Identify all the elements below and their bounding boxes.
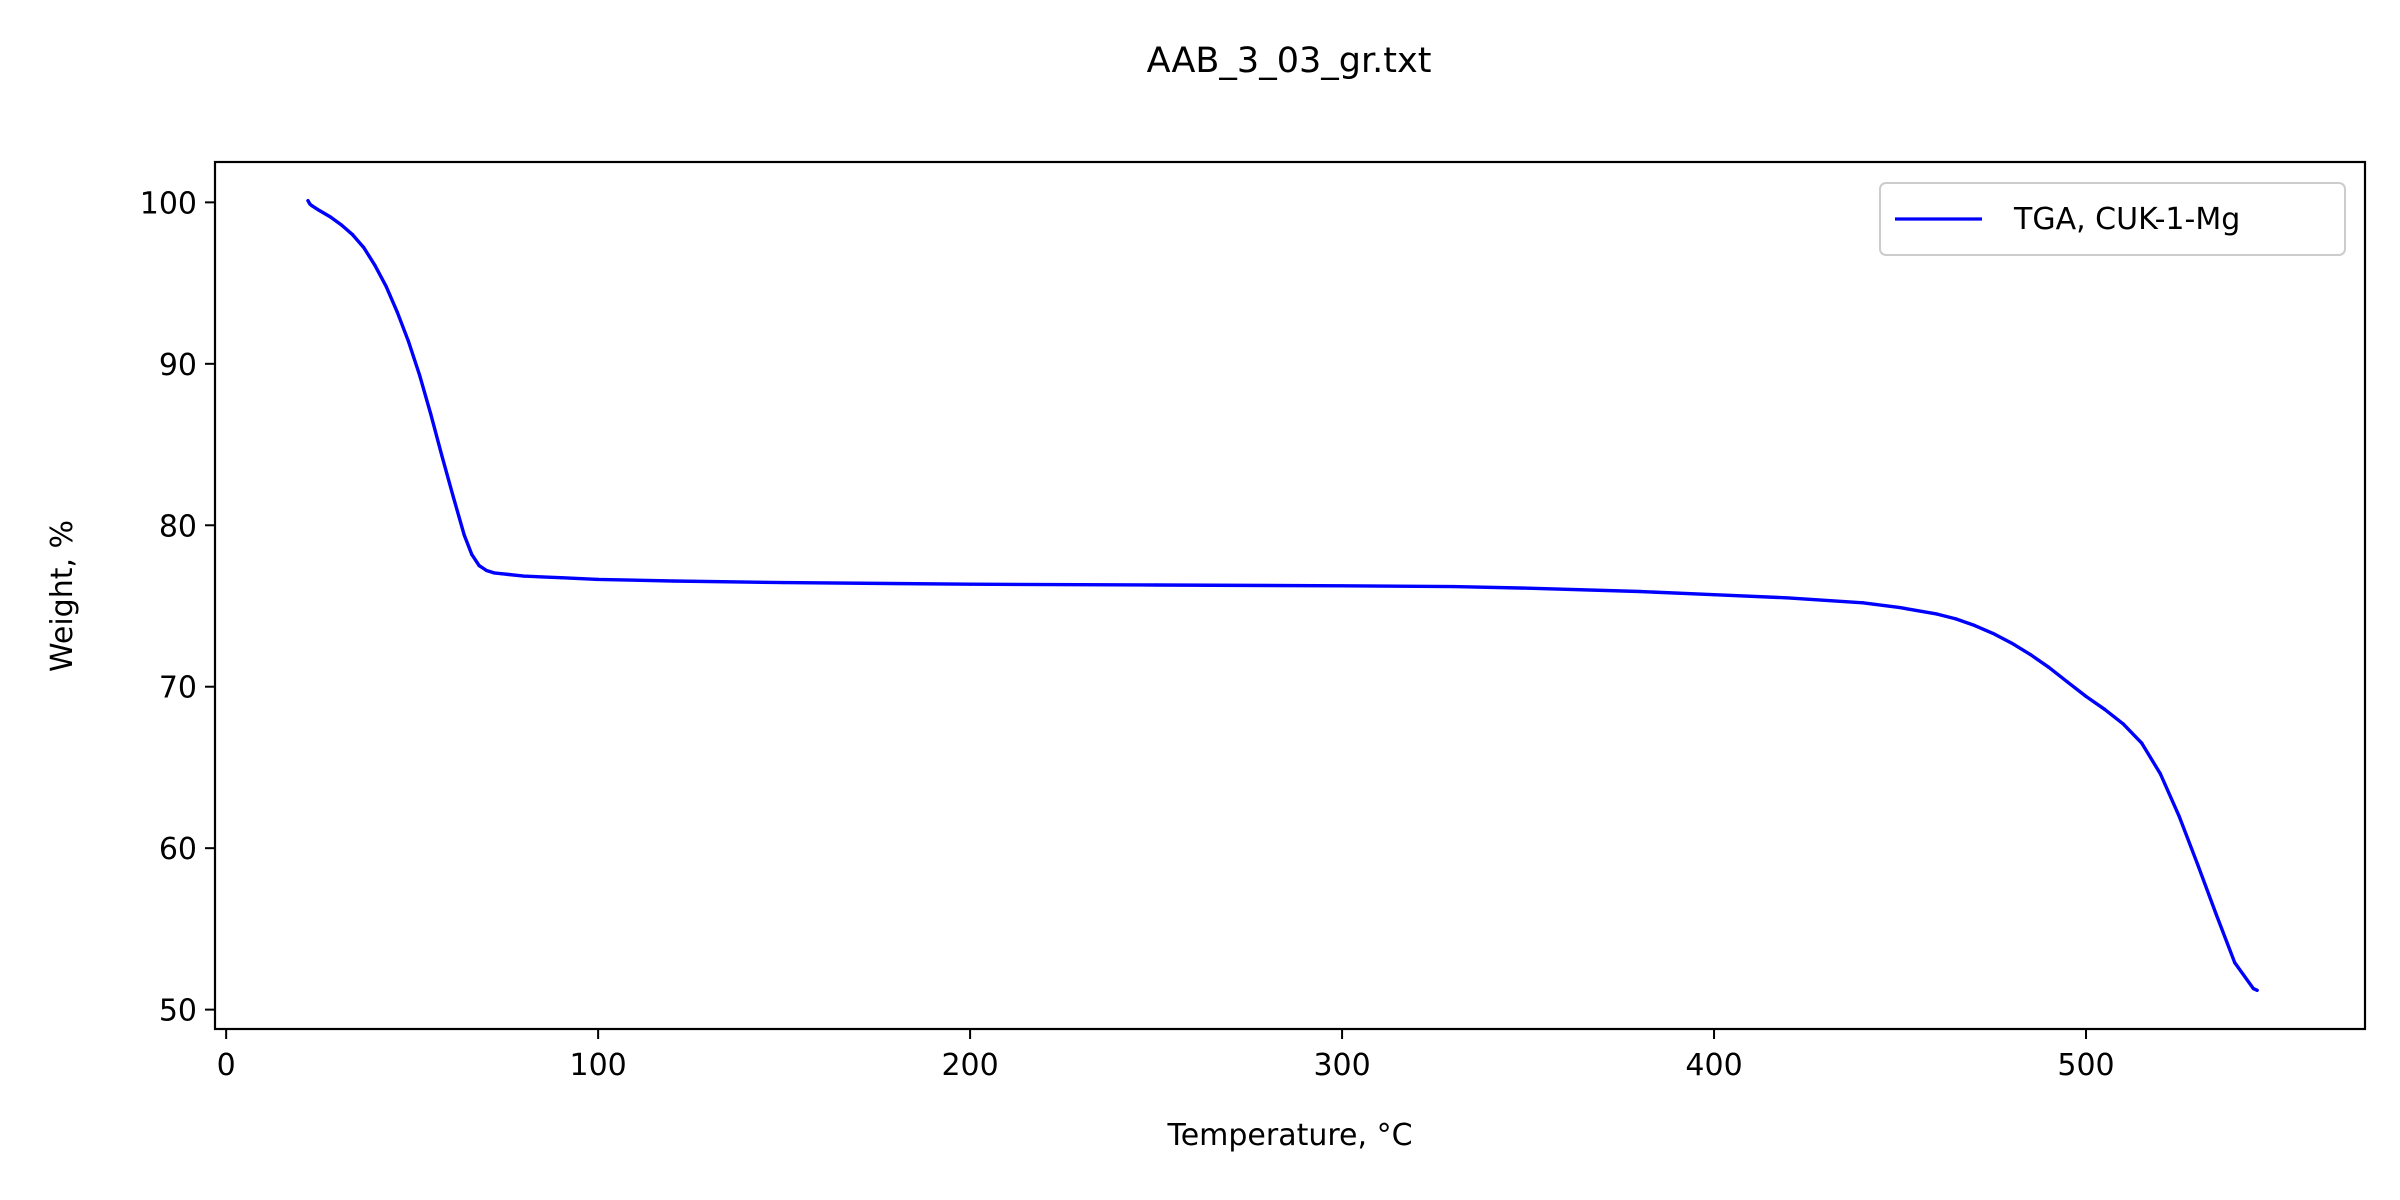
data-point (522, 574, 526, 578)
x-tick-label: 500 (2057, 1048, 2114, 1083)
legend-frame (1879, 182, 2346, 256)
data-point (373, 263, 377, 267)
y-axis-label: Weight, % (45, 520, 80, 672)
chart-title: AAB_3_03_gr.txt (1147, 41, 1432, 81)
data-point (470, 552, 474, 556)
data-point (2028, 652, 2032, 657)
data-point (440, 454, 444, 458)
data-point (2251, 987, 2256, 991)
x-tick-label: 400 (1685, 1048, 1742, 1083)
data-point (317, 208, 321, 213)
data-point (540, 575, 544, 579)
legend: TGA, CUK-1-Mg (1879, 182, 2346, 256)
data-point (2214, 912, 2218, 916)
data-point (1638, 589, 1642, 594)
data-point (1954, 617, 1958, 621)
data-point (1972, 623, 1977, 627)
data-point (406, 339, 411, 343)
data-point (477, 564, 481, 568)
data-point (1452, 585, 1456, 589)
data-point (2177, 814, 2181, 818)
data-point (384, 284, 388, 288)
data-point (1991, 631, 1995, 636)
y-tick-label: 50 (159, 994, 197, 1029)
data-point (351, 233, 355, 237)
legend-label: TGA, CUK-1-Mg (2013, 202, 2240, 237)
x-tick-label: 100 (569, 1048, 626, 1083)
data-point (2065, 680, 2070, 684)
data-point (1340, 584, 1344, 588)
y-tick-label: 60 (159, 832, 197, 867)
x-axis-label: Temperature, °C (1166, 1118, 1412, 1153)
data-point (1712, 593, 1716, 597)
data-point (507, 572, 511, 577)
data-point (417, 373, 422, 377)
data-point (339, 223, 344, 227)
data-point (2255, 988, 2259, 992)
data-point (968, 582, 972, 586)
data-point (2047, 665, 2051, 669)
data-point (310, 203, 314, 208)
data-point (2121, 722, 2125, 726)
x-tick-label: 0 (217, 1048, 236, 1083)
data-point (1861, 601, 1865, 605)
x-tick-label: 200 (941, 1048, 998, 1083)
data-point (492, 571, 496, 575)
data-point (451, 494, 455, 498)
data-point (1898, 606, 1902, 610)
data-point (782, 580, 786, 585)
data-point (2103, 707, 2107, 711)
y-tick-label: 80 (159, 509, 197, 544)
data-point (1154, 583, 1158, 587)
data-point (670, 579, 675, 583)
data-point (1526, 586, 1530, 590)
data-point (1786, 596, 1791, 600)
data-point (2010, 641, 2014, 645)
x-tick-label: 300 (1313, 1048, 1370, 1083)
plot-area-frame (213, 160, 2367, 1031)
data-point (462, 533, 466, 537)
data-point (596, 577, 600, 581)
data-point (362, 245, 366, 250)
data-point (395, 310, 399, 314)
y-tick-label: 90 (159, 348, 197, 383)
data-point (306, 199, 310, 203)
data-point (2233, 961, 2237, 965)
data-point (2084, 694, 2088, 699)
data-point (514, 573, 518, 577)
data-point (499, 572, 504, 576)
data-point (2158, 772, 2163, 776)
data-point (484, 568, 489, 573)
y-tick-label: 100 (140, 186, 197, 221)
data-point (1935, 612, 1939, 616)
y-tick-label: 70 (159, 671, 197, 706)
data-point (2196, 862, 2200, 866)
data-point (2140, 741, 2144, 745)
data-point (429, 412, 433, 416)
data-point (328, 215, 332, 219)
data-point (559, 576, 563, 580)
